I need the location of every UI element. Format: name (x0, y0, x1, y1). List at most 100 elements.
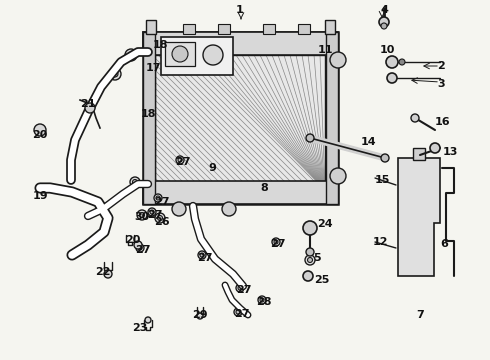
Circle shape (303, 271, 313, 281)
Circle shape (109, 68, 121, 80)
Circle shape (154, 194, 162, 202)
Text: 21: 21 (80, 99, 96, 109)
Circle shape (104, 270, 112, 278)
Circle shape (258, 296, 266, 304)
Bar (155, 55, 325, 190)
Circle shape (236, 310, 240, 314)
Text: 8: 8 (260, 183, 268, 193)
Text: 9: 9 (208, 163, 216, 173)
Bar (143, 32, 155, 204)
Circle shape (198, 251, 206, 259)
Text: 24: 24 (317, 219, 333, 229)
Circle shape (430, 143, 440, 153)
Circle shape (134, 241, 142, 249)
Circle shape (132, 180, 138, 185)
Circle shape (176, 156, 184, 164)
Circle shape (155, 213, 165, 223)
Circle shape (379, 17, 389, 27)
Circle shape (34, 124, 46, 136)
Circle shape (156, 196, 160, 200)
Bar (165, 42, 195, 66)
Circle shape (234, 308, 242, 316)
Circle shape (274, 240, 278, 244)
Bar (298, 24, 310, 34)
Circle shape (260, 298, 264, 302)
Text: 17: 17 (145, 63, 161, 73)
Text: 27: 27 (236, 285, 252, 295)
Bar (143, 32, 338, 55)
Circle shape (130, 177, 140, 187)
Bar (143, 32, 338, 204)
Circle shape (203, 45, 223, 65)
Circle shape (128, 52, 134, 58)
Circle shape (303, 221, 317, 235)
Text: 15: 15 (374, 175, 390, 185)
Text: 27: 27 (154, 197, 170, 207)
Circle shape (157, 216, 163, 220)
Circle shape (381, 23, 387, 29)
Text: 23: 23 (132, 323, 147, 333)
Text: 20: 20 (125, 235, 141, 245)
Circle shape (387, 73, 397, 83)
Polygon shape (398, 158, 440, 276)
Text: 27: 27 (135, 245, 151, 255)
Text: 13: 13 (442, 147, 458, 157)
Circle shape (138, 246, 142, 250)
Text: 27: 27 (147, 210, 163, 220)
Circle shape (399, 59, 405, 65)
Circle shape (145, 317, 151, 323)
Circle shape (178, 158, 182, 162)
Text: 20: 20 (32, 130, 48, 140)
Circle shape (236, 284, 244, 292)
Text: 1: 1 (236, 5, 244, 15)
Bar (161, 37, 233, 75)
Circle shape (172, 202, 186, 216)
Bar (325, 20, 335, 34)
Text: 18: 18 (140, 109, 156, 119)
Text: 27: 27 (175, 157, 191, 167)
Circle shape (148, 208, 156, 216)
Circle shape (411, 114, 419, 122)
Circle shape (381, 154, 389, 162)
Bar (146, 20, 156, 34)
Circle shape (305, 255, 315, 265)
Circle shape (308, 257, 313, 262)
Bar (218, 24, 230, 34)
Circle shape (238, 286, 242, 290)
Circle shape (85, 103, 95, 113)
Text: 14: 14 (360, 137, 376, 147)
Bar (413, 148, 425, 160)
Circle shape (112, 71, 118, 77)
Circle shape (306, 248, 314, 256)
Bar (155, 55, 325, 190)
Circle shape (172, 46, 188, 62)
Circle shape (150, 210, 154, 214)
Circle shape (306, 134, 314, 142)
Text: 29: 29 (192, 310, 208, 320)
Text: 3: 3 (437, 79, 445, 89)
Circle shape (125, 49, 137, 61)
Text: 27: 27 (197, 253, 213, 263)
Text: 26: 26 (154, 217, 170, 227)
Text: 27: 27 (234, 309, 250, 319)
Circle shape (222, 202, 236, 216)
Text: 6: 6 (440, 239, 448, 249)
Bar (263, 24, 275, 34)
Text: 10: 10 (379, 45, 394, 55)
Text: 5: 5 (313, 253, 321, 263)
Circle shape (200, 253, 204, 257)
Circle shape (330, 52, 346, 68)
Text: 28: 28 (256, 297, 272, 307)
Text: 7: 7 (416, 310, 424, 320)
Text: 30: 30 (134, 212, 149, 222)
Bar (326, 32, 338, 204)
Circle shape (137, 210, 147, 220)
Text: 16: 16 (435, 117, 451, 127)
Text: 12: 12 (372, 237, 388, 247)
Bar (143, 181, 338, 204)
Circle shape (136, 244, 144, 252)
Circle shape (197, 313, 203, 319)
Circle shape (330, 168, 346, 184)
Text: 2: 2 (437, 61, 445, 71)
Text: 18: 18 (152, 40, 168, 50)
